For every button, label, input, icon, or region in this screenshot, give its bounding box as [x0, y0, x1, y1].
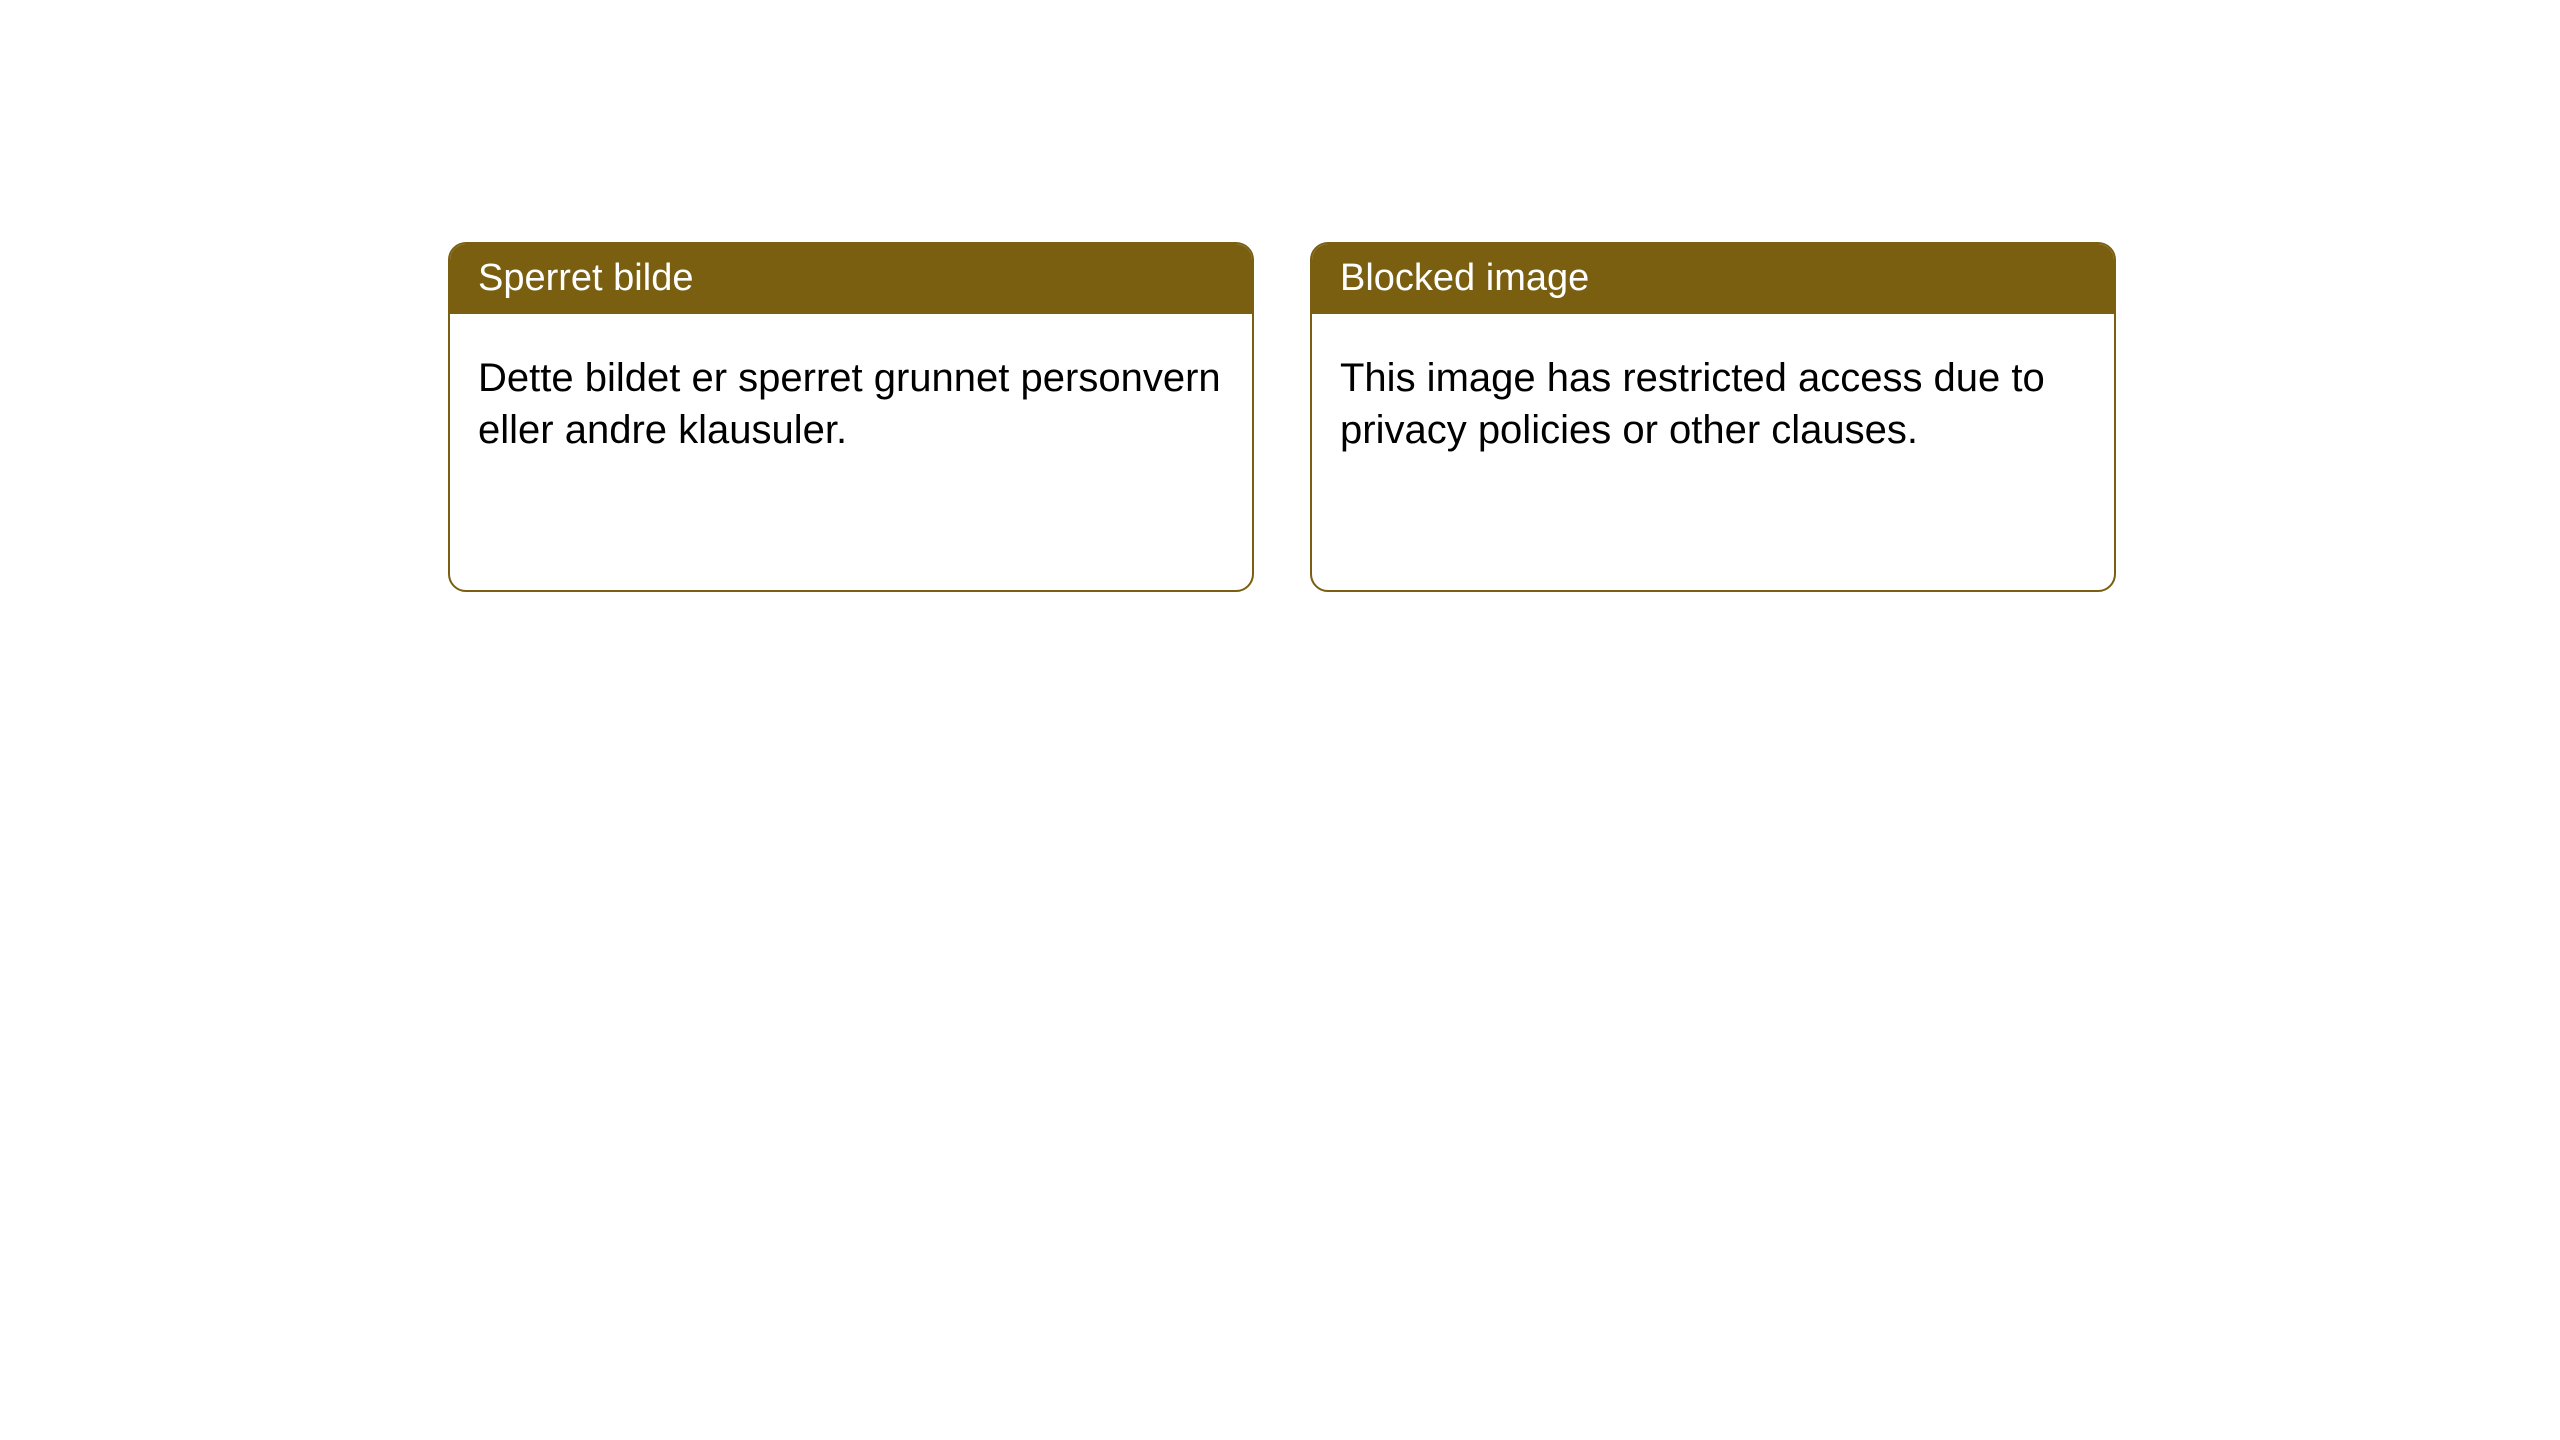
card-header: Blocked image: [1312, 244, 2114, 314]
card-header: Sperret bilde: [450, 244, 1252, 314]
card-body-text: Dette bildet er sperret grunnet personve…: [478, 356, 1221, 453]
card-header-text: Blocked image: [1340, 257, 1589, 299]
card-body: This image has restricted access due to …: [1312, 314, 2114, 590]
card-header-text: Sperret bilde: [478, 257, 693, 299]
card-body: Dette bildet er sperret grunnet personve…: [450, 314, 1252, 590]
notice-cards-container: Sperret bilde Dette bildet er sperret gr…: [0, 0, 2560, 592]
notice-card-english: Blocked image This image has restricted …: [1310, 242, 2116, 592]
notice-card-norwegian: Sperret bilde Dette bildet er sperret gr…: [448, 242, 1254, 592]
card-body-text: This image has restricted access due to …: [1340, 356, 2045, 453]
